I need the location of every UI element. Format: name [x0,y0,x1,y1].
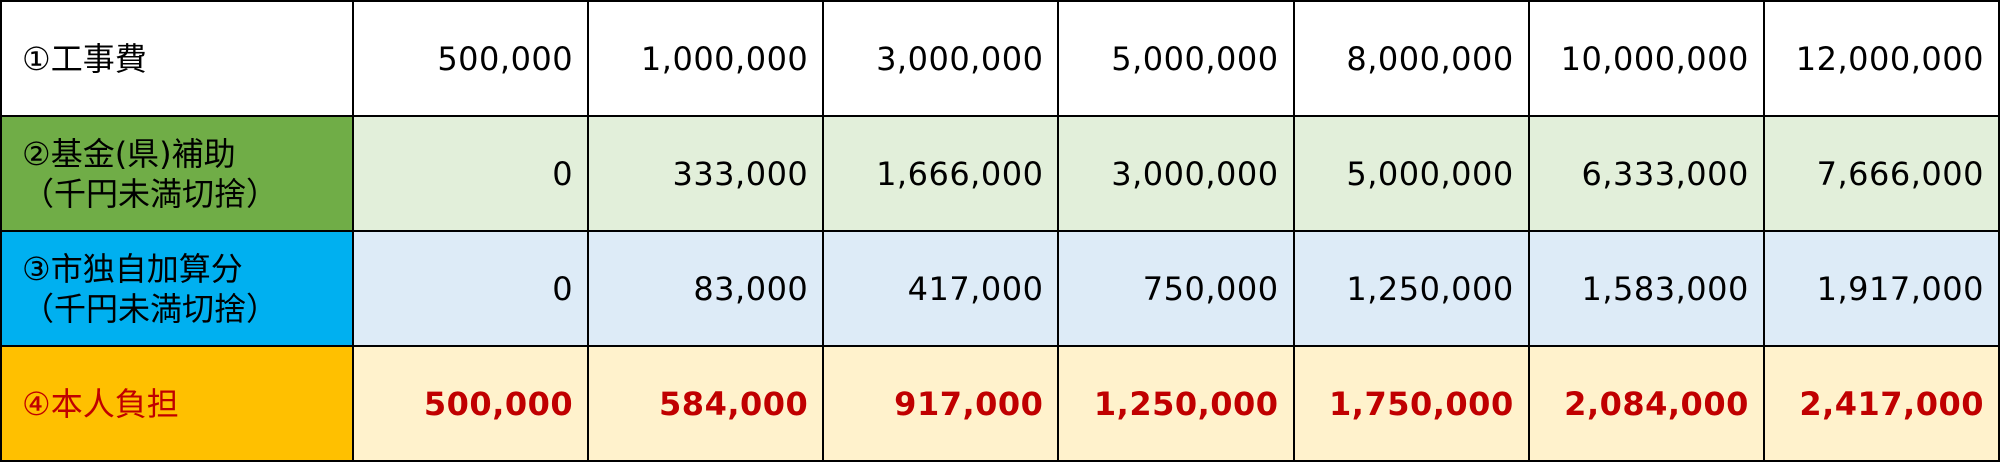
amount-cell: 7,666,000 [1762,115,2000,232]
amount-cell: 5,000,000 [1057,0,1295,117]
row-header-line: （千円未満切捨） [22,174,279,213]
amount-cell: 3,000,000 [822,0,1060,117]
amount-cell: 1,666,000 [822,115,1060,232]
amount-cell: 5,000,000 [1292,115,1530,232]
amount-cell: 6,333,000 [1527,115,1765,232]
table-row: ①工事費 500,000 1,000,000 3,000,000 5,000,000 8,… [0,0,2000,117]
row-header: ③市独自加算分 （千円未満切捨） [0,230,354,347]
amount-cell: 500,000 [351,345,590,462]
amount-cell: 1,250,000 [1057,345,1295,462]
amount-cell: 2,417,000 [1762,345,2000,462]
row-header-line: ③市独自加算分 [22,249,243,288]
amount-cell: 584,000 [587,345,825,462]
amount-cell: 2,084,000 [1527,345,1765,462]
table-row: ②基金(県)補助 （千円未満切捨） 0 333,000 1,666,000 3,000,0… [0,115,2000,232]
row-header: ①工事費 [0,0,354,117]
amount-cell: 83,000 [587,230,825,347]
amount-cell: 12,000,000 [1762,0,2000,117]
amount-cell: 417,000 [822,230,1060,347]
row-header-line: ④本人負担 [22,384,179,423]
amount-cell: 1,000,000 [587,0,825,117]
amount-cell: 1,917,000 [1762,230,2000,347]
table-row: ③市独自加算分 （千円未満切捨） 0 83,000 417,000 750,000 1,25… [0,230,2000,347]
amount-cell: 1,250,000 [1292,230,1530,347]
row-header: ④本人負担 [0,345,354,462]
amount-cell: 333,000 [587,115,825,232]
amount-cell: 750,000 [1057,230,1295,347]
row-header: ②基金(県)補助 （千円未満切捨） [0,115,354,232]
amount-cell: 1,583,000 [1527,230,1765,347]
amount-cell: 0 [351,115,590,232]
row-header-line: （千円未満切捨） [22,289,279,328]
amount-cell: 1,750,000 [1292,345,1530,462]
amount-cell: 3,000,000 [1057,115,1295,232]
amount-cell: 10,000,000 [1527,0,1765,117]
amount-cell: 917,000 [822,345,1060,462]
row-header-line: ②基金(県)補助 [22,134,236,173]
amount-cell: 500,000 [351,0,590,117]
table-row: ④本人負担 500,000 584,000 917,000 1,250,000 1,750… [0,345,2000,462]
amount-cell: 8,000,000 [1292,0,1530,117]
row-header-line: ①工事費 [22,39,147,78]
amount-cell: 0 [351,230,590,347]
